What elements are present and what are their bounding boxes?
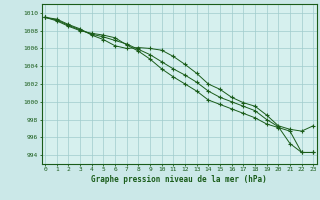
X-axis label: Graphe pression niveau de la mer (hPa): Graphe pression niveau de la mer (hPa) — [91, 175, 267, 184]
